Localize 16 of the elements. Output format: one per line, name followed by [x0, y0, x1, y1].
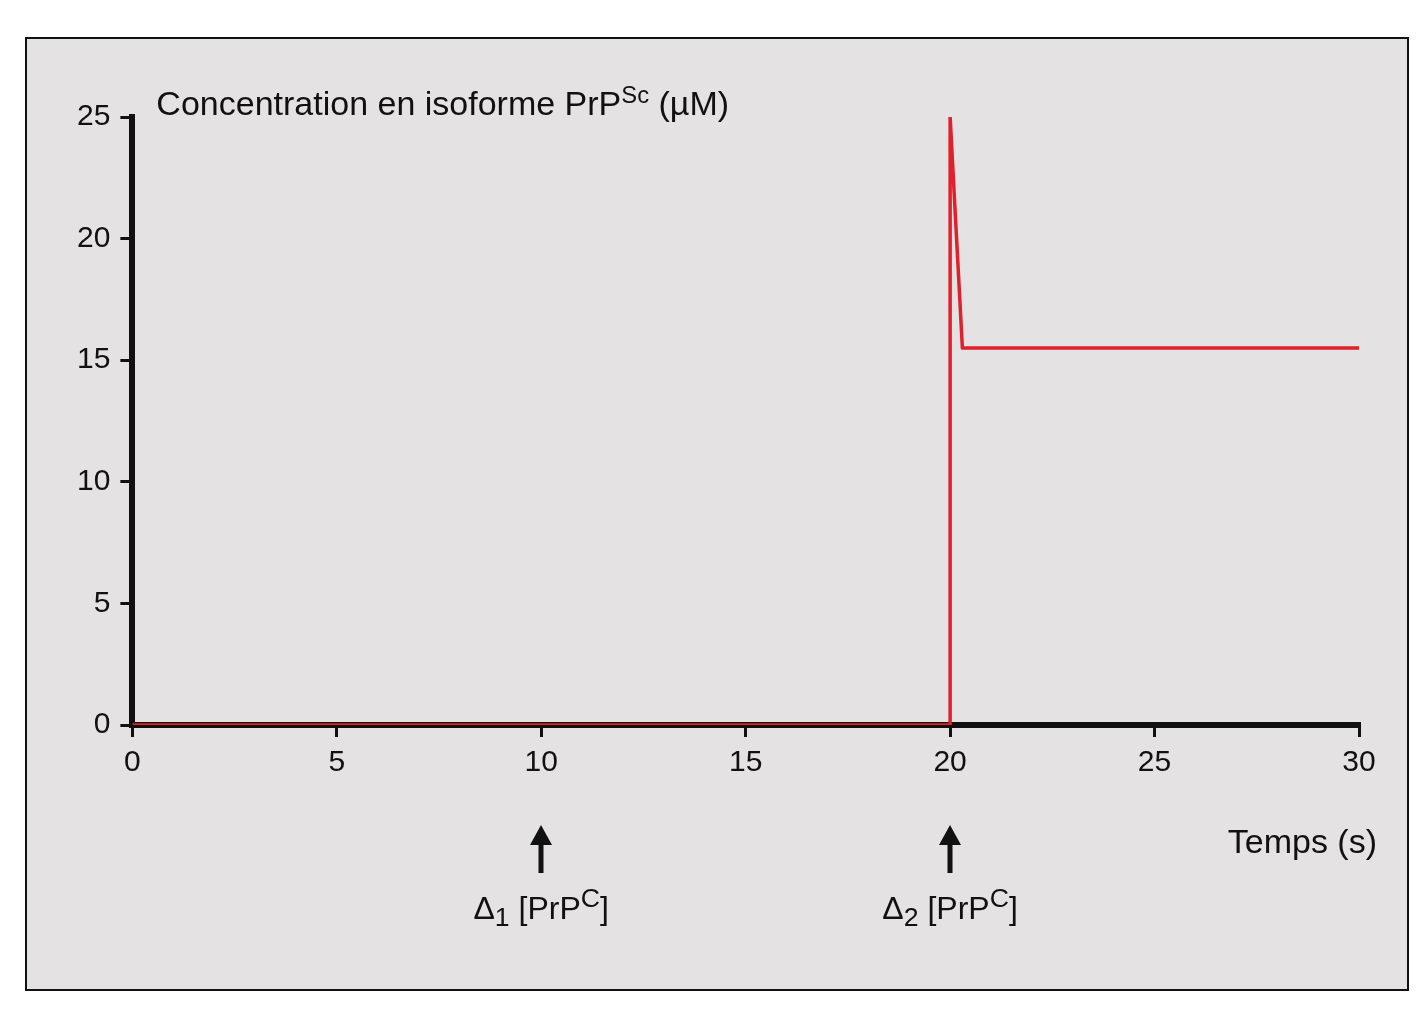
y-tick-label: 0 — [93, 706, 111, 740]
y-tick-label: 25 — [76, 98, 111, 132]
text: Δ$_{1}$ [PrP$^{C}$] — [472, 883, 610, 934]
x-tick-label: 30 — [1342, 744, 1376, 778]
x-axis-title: Temps (s) — [1227, 822, 1377, 860]
x-tick-label: 25 — [1137, 744, 1172, 778]
x-tick-label: 5 — [328, 744, 346, 778]
y-tick-label: 15 — [76, 341, 111, 375]
x-tick-label: 10 — [524, 744, 558, 778]
x-tick-label: 15 — [729, 744, 763, 778]
x-tick-label: 20 — [933, 744, 967, 778]
text: Δ$_{2}$ [PrP$^{C}$] — [881, 883, 1019, 934]
y-tick-label: 10 — [76, 463, 111, 497]
y-tick-label: 5 — [93, 584, 111, 618]
x-tick-label: 0 — [124, 744, 141, 778]
y-tick-label: 20 — [76, 219, 111, 253]
